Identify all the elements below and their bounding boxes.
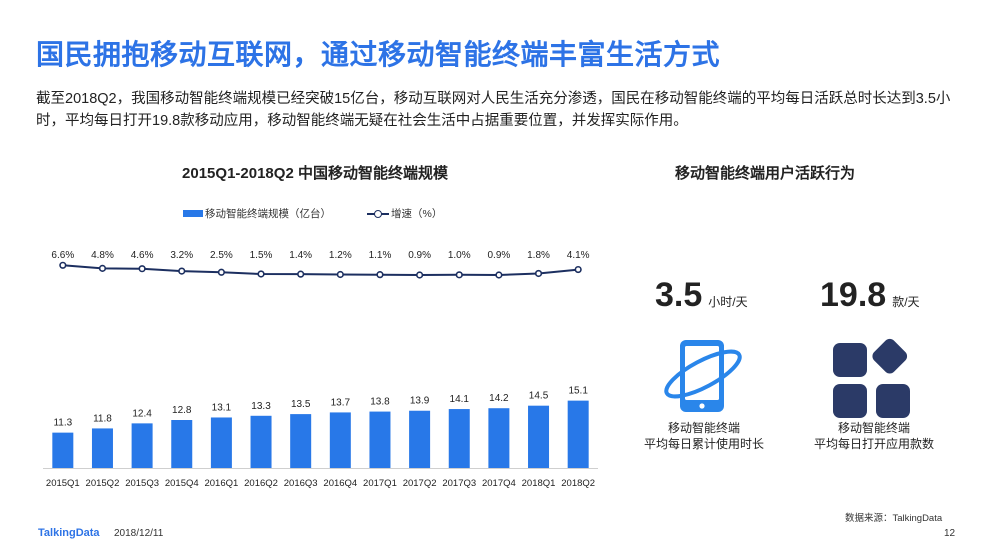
growth-value-label: 1.5% — [250, 250, 273, 261]
x-tick-label: 2018Q2 — [561, 478, 595, 489]
growth-value-label: 0.9% — [408, 250, 431, 261]
legend-label-bar: 移动智能终端规模（亿台） — [205, 208, 331, 220]
stat-apps-opened-caption: 移动智能终端 平均每日打开应用款数 — [794, 420, 954, 452]
bar-value-label: 12.4 — [132, 408, 152, 419]
x-tick-label: 2016Q2 — [244, 478, 278, 489]
bar-value-label: 13.1 — [212, 402, 232, 413]
growth-point — [98, 264, 107, 272]
growth-point — [217, 268, 225, 276]
growth-point — [297, 270, 305, 278]
footer-date: 2018/12/11 — [114, 528, 164, 539]
bar-value-label: 15.1 — [568, 386, 588, 397]
x-tick-label: 2018Q1 — [522, 478, 556, 489]
bar-value-label: 12.8 — [172, 405, 192, 416]
stat-usage-time-caption-line2: 平均每日累计使用时长 — [643, 437, 764, 451]
x-tick-label: 2015Q2 — [86, 478, 120, 489]
growth-value-label: 0.9% — [487, 250, 510, 261]
bar — [409, 410, 431, 468]
chart-legend: 移动智能终端规模（亿台） 增速（%） — [183, 206, 442, 221]
growth-value-label: 4.8% — [91, 250, 114, 261]
chart-title: 2015Q1-2018Q2 中国移动智能终端规模 — [182, 165, 448, 182]
bar — [250, 415, 272, 468]
growth-point — [59, 261, 67, 269]
stat-usage-time-caption-line1: 移动智能终端 — [667, 421, 740, 435]
growth-value-label: 1.2% — [329, 250, 352, 261]
growth-value-label: 2.5% — [210, 250, 233, 261]
x-tick-label: 2015Q1 — [46, 478, 80, 489]
stat-apps-opened-unit: 款/天 — [892, 295, 920, 309]
growth-value-label: 6.6% — [51, 250, 74, 261]
stat-usage-time: 3.5 小时/天 — [655, 276, 748, 315]
bar — [448, 409, 470, 468]
growth-value-label: 1.8% — [527, 250, 550, 261]
bar-value-label: 13.7 — [331, 397, 351, 408]
bar-value-label: 14.2 — [489, 393, 509, 404]
growth-point — [416, 271, 424, 279]
right-panel-title: 移动智能终端用户活跃行为 — [674, 165, 855, 182]
bar-value-label: 14.5 — [529, 391, 549, 402]
bar-value-label: 14.1 — [450, 394, 470, 405]
x-tick-label: 2017Q4 — [482, 478, 516, 489]
page-title: 国民拥抱移动互联网，通过移动智能终端丰富生活方式 — [36, 39, 721, 70]
x-tick-label: 2017Q2 — [403, 478, 437, 489]
stat-apps-opened-value: 19.8 — [820, 276, 887, 314]
legend-swatch-bar — [183, 210, 203, 217]
bar — [488, 408, 510, 468]
growth-point — [574, 265, 582, 274]
bar-value-label: 13.5 — [291, 399, 311, 410]
phone-icon — [664, 340, 742, 412]
brand-logo: TalkingData — [38, 527, 100, 539]
bar-value-label: 13.8 — [370, 397, 390, 408]
growth-point — [455, 271, 463, 279]
x-tick-label: 2015Q3 — [125, 478, 159, 489]
growth-point — [495, 271, 503, 279]
bar-value-label: 13.9 — [410, 396, 430, 407]
growth-point — [257, 270, 265, 278]
x-tick-label: 2017Q3 — [442, 478, 476, 489]
growth-point — [138, 265, 146, 273]
bar — [528, 405, 550, 468]
bar — [131, 423, 153, 468]
bar — [567, 400, 589, 468]
growth-point — [178, 267, 186, 275]
stat-apps-opened-caption-line1: 移动智能终端 — [837, 421, 910, 435]
x-tick-label: 2016Q4 — [323, 478, 357, 489]
growth-value-label: 4.1% — [567, 250, 590, 261]
growth-point — [336, 270, 344, 279]
growth-value-label: 1.0% — [448, 250, 471, 261]
stat-usage-time-caption: 移动智能终端 平均每日累计使用时长 — [624, 420, 784, 452]
bar — [369, 411, 391, 468]
stat-apps-opened: 19.8 款/天 — [820, 276, 920, 315]
x-tick-label: 2016Q3 — [284, 478, 318, 489]
growth-value-label: 1.4% — [289, 250, 312, 261]
bar — [91, 428, 113, 468]
bar — [329, 412, 351, 468]
bar — [290, 414, 312, 468]
x-tick-label: 2017Q1 — [363, 478, 397, 489]
intro-paragraph: 截至2018Q2，我国移动智能终端规模已经突破15亿台，移动互联网对人民生活充分… — [36, 91, 951, 129]
bar-value-label: 13.3 — [251, 401, 271, 412]
stat-usage-time-value: 3.5 — [655, 276, 703, 314]
bar-value-label: 11.3 — [53, 418, 72, 429]
page-number: 12 — [944, 528, 956, 539]
data-source: 数据来源：TalkingData — [845, 513, 943, 524]
apps-grid-icon — [833, 338, 910, 418]
growth-line — [62, 264, 579, 277]
legend-label-line: 增速（%） — [391, 208, 443, 220]
growth-point — [376, 271, 384, 279]
growth-value-label: 3.2% — [170, 250, 193, 261]
bar-value-label: 11.8 — [93, 413, 112, 424]
stat-apps-opened-caption-line2: 平均每日打开应用款数 — [813, 437, 934, 451]
bar — [210, 417, 232, 468]
growth-value-label: 4.6% — [131, 250, 154, 261]
bar — [52, 432, 74, 468]
legend-swatch-line — [367, 209, 389, 218]
growth-value-label: 1.1% — [369, 250, 392, 261]
bar — [171, 420, 193, 468]
bar-line-chart: 11.3 2015Q1 11.8 2015Q2 12.4 2015Q3 12.8 2015Q4… — [43, 250, 598, 489]
growth-point — [534, 269, 543, 278]
stat-usage-time-unit: 小时/天 — [708, 295, 748, 309]
x-tick-label: 2015Q4 — [165, 478, 199, 489]
x-tick-label: 2016Q1 — [204, 478, 238, 489]
